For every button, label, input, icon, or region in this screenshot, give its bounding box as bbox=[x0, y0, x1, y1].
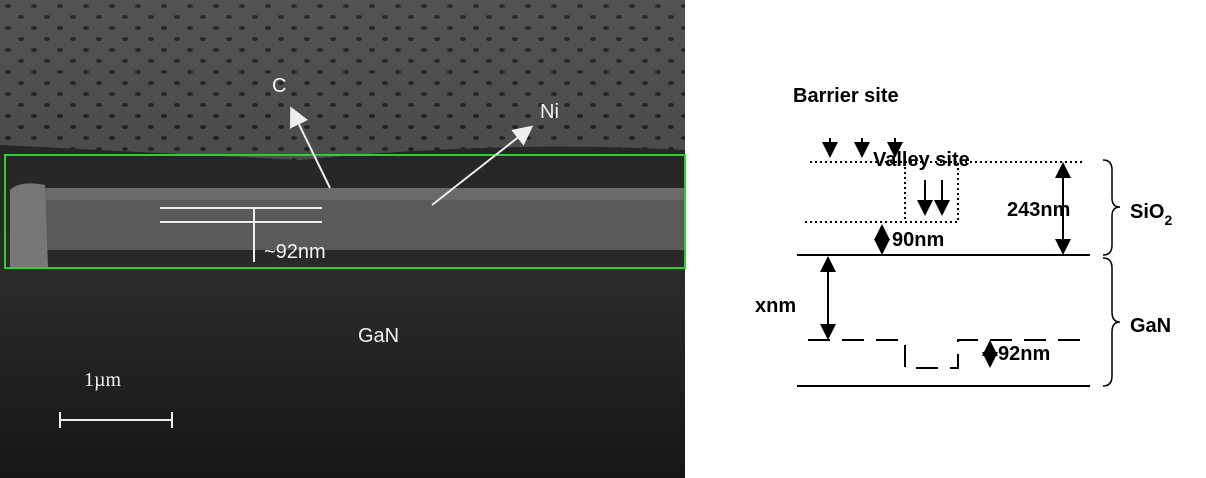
label-c: C bbox=[272, 75, 286, 97]
label-thickness: ~92nm bbox=[264, 241, 326, 263]
label-gan: GaN bbox=[358, 325, 399, 347]
gap-label: xnm bbox=[755, 295, 796, 317]
schematic bbox=[797, 138, 1120, 386]
barrier-label: Barrier site bbox=[793, 85, 899, 107]
label-ni: Ni bbox=[540, 101, 559, 123]
schematic-labels: Barrier site Valley site 243nm 90nm xnm … bbox=[755, 85, 1172, 365]
scale-label: 1µm bbox=[84, 369, 122, 391]
valley-label: Valley site bbox=[873, 149, 970, 171]
step-label: 92nm bbox=[998, 343, 1050, 365]
sem-image: C Ni ~92nm GaN 1µm bbox=[0, 0, 685, 478]
substrate-label: GaN bbox=[1130, 315, 1171, 337]
oxide-base: SiO bbox=[1130, 201, 1164, 223]
oxide-sub: 2 bbox=[1164, 212, 1172, 228]
total-thickness: 243nm bbox=[1007, 199, 1070, 221]
oxide-label: SiO2 bbox=[1130, 201, 1172, 228]
valley-thickness: 90nm bbox=[892, 229, 944, 251]
page: C Ni ~92nm GaN 1µm Barrier site Valley s… bbox=[0, 0, 1206, 478]
figure: C Ni ~92nm GaN 1µm Barrier site Valley s… bbox=[0, 0, 1206, 478]
